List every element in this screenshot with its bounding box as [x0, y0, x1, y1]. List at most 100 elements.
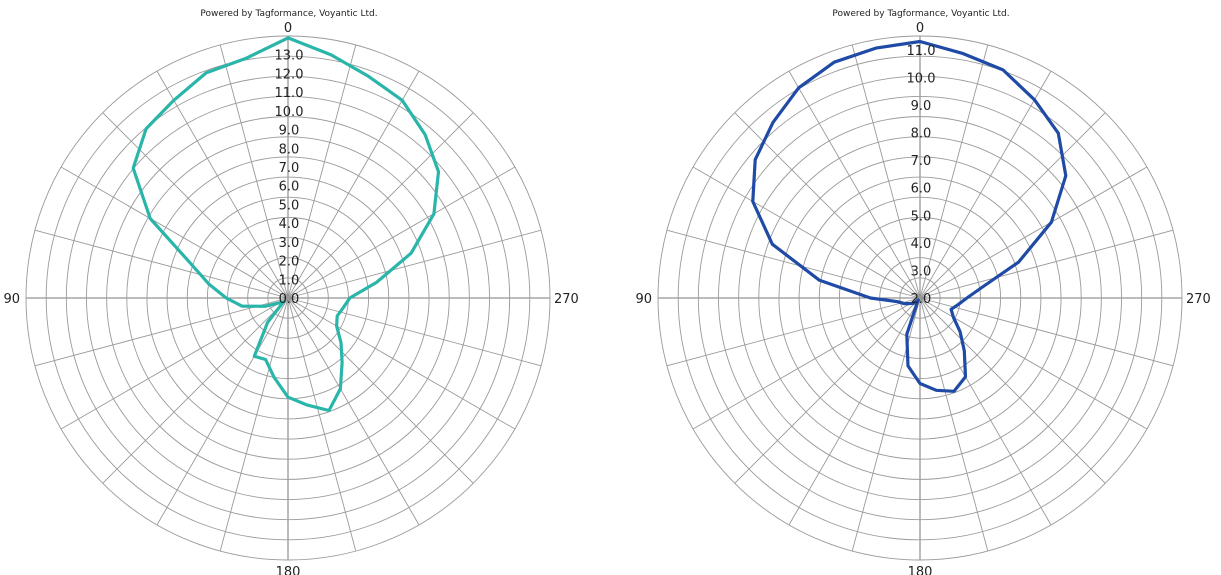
grid-spoke	[219, 44, 289, 299]
radial-tick-label: 8.0	[911, 127, 932, 142]
grid-spoke	[287, 297, 357, 552]
series-line	[751, 39, 1068, 393]
credit-text: Powered by Tagformance, Voyantic Ltd.	[200, 9, 377, 19]
credit-text: Powered by Tagformance, Voyantic Ltd.	[832, 9, 1009, 19]
radial-tick-label: 5.0	[279, 198, 300, 213]
angle-label-270: 270	[554, 292, 579, 307]
grid-spoke	[102, 297, 289, 484]
grid-ring	[778, 156, 1062, 440]
grid-ring	[267, 277, 309, 319]
grid-spoke	[919, 44, 989, 299]
radial-tick-label: 1.0	[279, 273, 300, 288]
grid-spoke	[287, 112, 474, 299]
grid-ring	[738, 116, 1102, 480]
grid-ring	[677, 55, 1163, 541]
radial-tick-label: 9.0	[911, 99, 932, 114]
grid-spoke	[692, 166, 921, 299]
grid-ring	[126, 136, 450, 460]
grid-ring	[798, 176, 1042, 420]
grid-spoke	[919, 166, 1148, 299]
radial-tick-label: 7.0	[279, 161, 300, 176]
grid-spoke	[156, 297, 289, 526]
radial-tick-label: 12.0	[275, 67, 304, 82]
grid-ring	[166, 176, 410, 420]
radial-tick-label: 10.0	[907, 71, 936, 86]
grid-ring	[718, 96, 1122, 500]
angle-label-0: 0	[916, 21, 924, 36]
grid-spoke	[102, 112, 289, 299]
grid-spoke	[34, 229, 289, 299]
radial-tick-label: 5.0	[911, 209, 932, 224]
grid-ring	[206, 216, 370, 380]
grid-spoke	[692, 297, 921, 430]
grid-spoke	[219, 297, 289, 552]
grid-spoke	[287, 297, 474, 484]
radial-tick-label: 11.0	[907, 44, 936, 59]
grid-spoke	[287, 44, 357, 299]
grid-ring	[25, 35, 551, 561]
grid-spoke	[60, 297, 289, 430]
grid-spoke	[919, 297, 1174, 367]
grid-spoke	[919, 297, 989, 552]
grid-spoke	[919, 297, 1148, 430]
grid-spoke	[60, 166, 289, 299]
grid-spoke	[287, 297, 516, 430]
radial-tick-label: 6.0	[279, 180, 300, 195]
angle-label-270: 270	[1186, 292, 1211, 307]
angle-label-180: 180	[908, 565, 933, 575]
angle-label-0: 0	[284, 21, 292, 36]
grid-ring	[818, 196, 1022, 400]
radial-tick-label: 4.0	[279, 217, 300, 232]
grid-spoke	[919, 70, 1052, 299]
radial-tick-label: 11.0	[275, 86, 304, 101]
grid-spoke	[851, 297, 921, 552]
grid-spoke	[287, 297, 420, 526]
grid-spoke	[788, 70, 921, 299]
grid-spoke	[919, 297, 1106, 484]
grid-ring	[758, 136, 1082, 460]
series-line	[131, 36, 441, 413]
polar-chart-teal: 0.0 1.0 2.0 3.0 4.0 5.0 6.0 7.0 8.0 9.0 10.0 11.0 12…	[3, 9, 578, 575]
radial-tick-label: 13.0	[275, 49, 304, 64]
grid-ring	[247, 257, 329, 339]
grid-ring	[146, 156, 430, 440]
grid-ring	[45, 55, 531, 541]
radial-tick-label: 9.0	[279, 124, 300, 139]
grid-spoke	[287, 297, 542, 367]
grid-spoke	[287, 166, 516, 299]
grid-spoke	[919, 112, 1106, 299]
grid-ring	[65, 75, 511, 521]
grid-spoke	[666, 229, 921, 299]
radial-tick-label: 10.0	[275, 105, 304, 120]
radial-tick-label: 4.0	[911, 237, 932, 252]
radial-tick-label: 3.0	[279, 236, 300, 251]
grid-ring	[106, 116, 470, 480]
radial-tick-label: 2.0	[911, 292, 932, 307]
grid-spoke	[919, 297, 1052, 526]
angle-label-90: 90	[3, 292, 20, 307]
grid-ring	[657, 35, 1183, 561]
grid-ring	[86, 96, 490, 500]
polar-chart-blue: 2.0 3.0 4.0 5.0 6.0 7.0 8.0 9.0 10.0 11.0 0 90 180 27…	[635, 9, 1210, 575]
grid-spoke	[156, 70, 289, 299]
grid-spoke	[851, 44, 921, 299]
grid-ring	[838, 216, 1002, 380]
radial-tick-label: 3.0	[911, 264, 932, 279]
radial-tick-label: 7.0	[911, 154, 932, 169]
grid-spoke	[788, 297, 921, 526]
radial-tick-label: 6.0	[911, 182, 932, 197]
grid-spoke	[34, 297, 289, 367]
grid-spoke	[919, 229, 1174, 299]
grid-ring	[697, 75, 1143, 521]
grid-spoke	[734, 112, 921, 299]
angle-label-90: 90	[635, 292, 652, 307]
radial-tick-label: 2.0	[279, 255, 300, 270]
radial-tick-label: 0.0	[279, 292, 300, 307]
grid-spoke	[666, 297, 921, 367]
angle-label-180: 180	[276, 565, 301, 575]
grid-ring	[899, 277, 941, 319]
grid-spoke	[734, 297, 921, 484]
radial-tick-label: 8.0	[279, 142, 300, 157]
grid-spoke	[287, 229, 542, 299]
